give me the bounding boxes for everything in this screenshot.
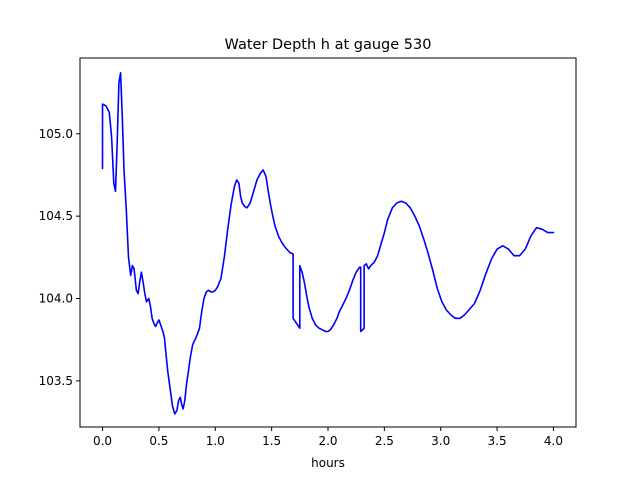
x-tick-label: 1.5 (262, 434, 281, 448)
x-tick-label: 4.0 (544, 434, 563, 448)
chart-title: Water Depth h at gauge 530 (225, 37, 432, 53)
x-tick-label: 3.5 (488, 434, 507, 448)
x-tick-label: 0.5 (149, 434, 168, 448)
y-tick-label: 104.5 (39, 209, 73, 223)
y-axis-ticks: 103.5 104.0 104.5 105.0 (39, 127, 80, 388)
x-axis-ticks: 0.0 0.5 1.0 1.5 2.0 2.5 3.0 3.5 4.0 (93, 427, 563, 448)
x-tick-label: 2.5 (375, 434, 394, 448)
x-tick-label: 1.0 (206, 434, 225, 448)
y-tick-label: 104.0 (39, 292, 73, 306)
y-tick-label: 103.5 (39, 374, 73, 388)
y-tick-label: 105.0 (39, 127, 73, 141)
x-axis-label: hours (311, 456, 345, 470)
series-line (101, 72, 555, 415)
plot-frame (79, 57, 577, 428)
x-tick-label: 2.0 (318, 434, 337, 448)
x-tick-label: 0.0 (93, 434, 112, 448)
x-tick-label: 3.0 (431, 434, 450, 448)
